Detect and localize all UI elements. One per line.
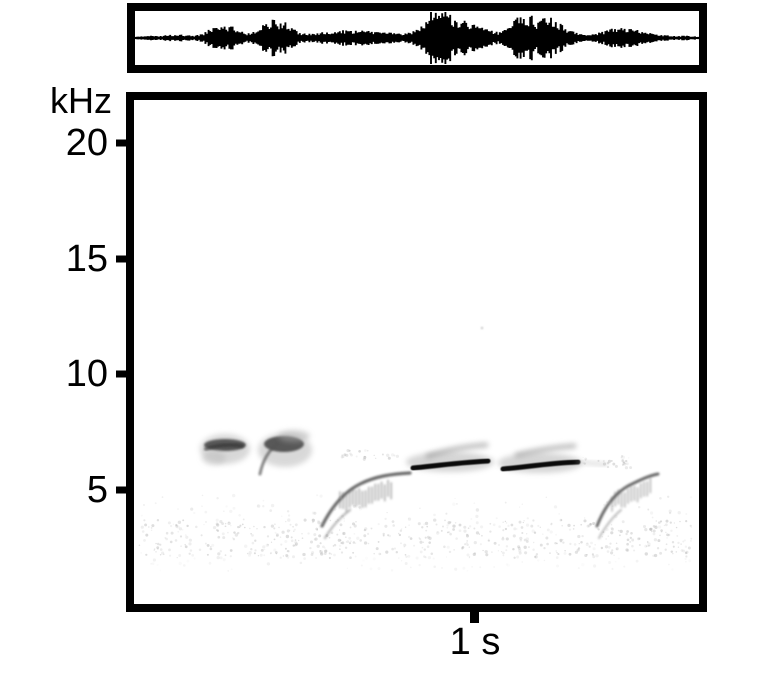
y-tick-mark-15: [116, 255, 126, 263]
spectrogram-panel: [126, 92, 707, 612]
spectrogram-plot: [138, 326, 693, 572]
y-tick-mark-20: [116, 139, 126, 147]
y-axis-unit-label: kHz: [50, 80, 112, 121]
waveform-panel: [127, 3, 707, 73]
y-tick-label-20: 20: [65, 122, 108, 164]
y-tick-label-15: 15: [65, 238, 108, 280]
x-tick-mark-1s: [470, 612, 479, 623]
x-scale-label: 1 s: [449, 621, 501, 663]
y-tick-mark-5: [116, 486, 126, 494]
y-tick-label-10: 10: [65, 353, 108, 395]
y-tick-label-5: 5: [86, 469, 108, 511]
y-tick-mark-10: [116, 370, 126, 378]
waveform-plot: [135, 12, 699, 64]
